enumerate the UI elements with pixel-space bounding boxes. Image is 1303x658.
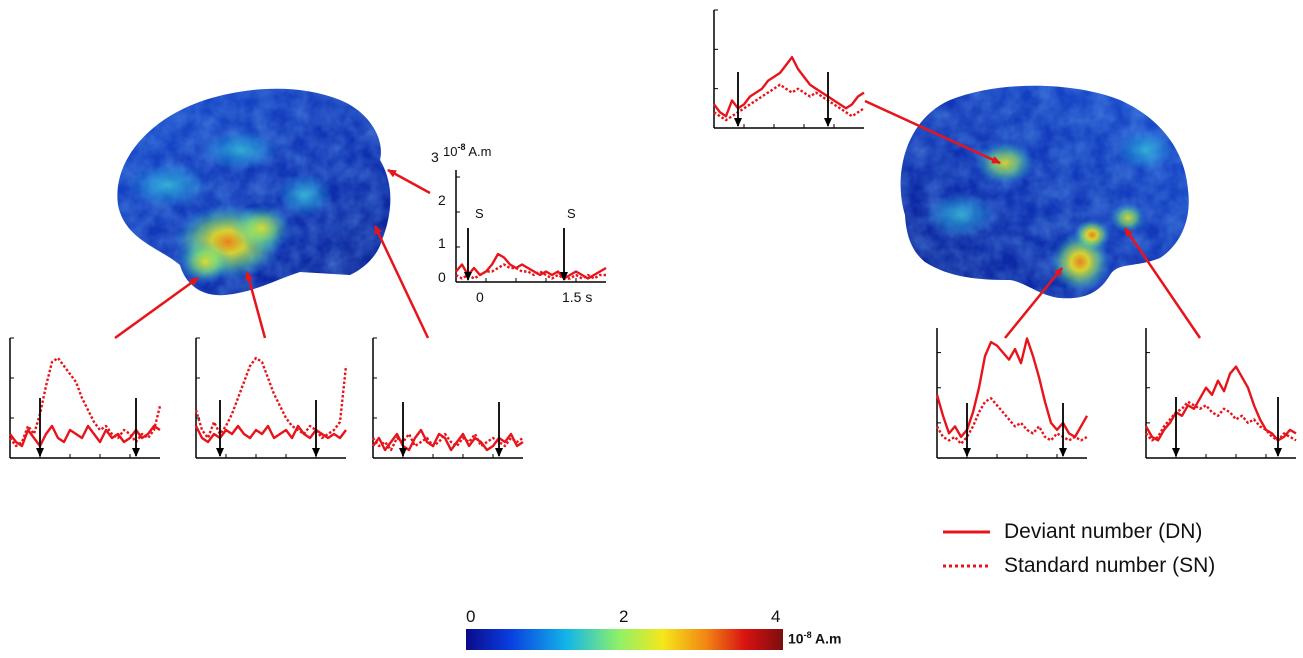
deviant-series-line (9, 424, 161, 448)
arrow-left-temporal-2 (245, 271, 267, 339)
legend-deviant-label: Deviant number (DN) (1004, 520, 1203, 543)
ytick-label-0: 0 (438, 269, 446, 285)
inset-right-temporal-2 (1144, 328, 1297, 459)
arrow-right-temporal-1 (1004, 267, 1063, 339)
arrow-right-parietal (864, 99, 1001, 165)
ytick-label-2: 2 (438, 192, 446, 208)
inset-left-temporal-1 (9, 337, 162, 459)
deviant-series-line (372, 428, 524, 452)
y-unit-prefix: 10 (443, 144, 457, 159)
deviant-series-line (1144, 365, 1297, 442)
example-inset-axis-text: 0 1 2 3 10-8 A.m 0 1.5 s S S (431, 142, 592, 305)
y-unit-exponent: -8 (457, 142, 465, 152)
colorbar-tick-2: 2 (619, 607, 629, 626)
legend-standard-label: Standard number (SN) (1004, 554, 1216, 577)
deviant-series-line (935, 337, 1089, 439)
deviant-series-line (194, 424, 347, 444)
arrow-left-occipital (373, 225, 430, 339)
colorbar (466, 629, 783, 650)
ytick-label-3: 3 (431, 149, 439, 165)
arrow-right-temporal-2 (1123, 227, 1202, 339)
standard-series-line (713, 83, 865, 122)
colorbar-unit-prefix: 10 (788, 630, 804, 647)
stim-label-1: S (567, 206, 576, 221)
standard-series-line (194, 356, 348, 440)
colorbar-gradient (466, 629, 783, 650)
arrow-left-posterior (387, 168, 431, 195)
stim-label-0: S (475, 206, 484, 221)
colorbar-unit-suffix: A.m (811, 630, 842, 647)
standard-series-line (372, 432, 524, 452)
legend-swatches (943, 530, 990, 568)
left-hemisphere-brain (117, 88, 391, 296)
inset-plots (9, 9, 1297, 459)
colorbar-tick-0: 0 (466, 607, 476, 626)
arrow-left-temporal-1 (114, 276, 199, 340)
colorbar-unit-exponent: -8 (803, 630, 812, 640)
inset-left-occipital (372, 337, 524, 459)
colorbar-tick-4: 4 (771, 607, 781, 626)
inset-left-posterior-inset (455, 170, 607, 283)
xtick-label-0: 0 (476, 289, 484, 305)
right-hemisphere-brain (900, 85, 1189, 299)
y-unit-suffix: A.m (465, 144, 491, 159)
inset-right-parietal (713, 9, 865, 129)
standard-series-line (1145, 400, 1297, 442)
xtick-label-1: 1.5 s (562, 289, 592, 305)
pointer-arrows (114, 99, 1202, 340)
colorbar-unit: 10-8 A.m (788, 630, 841, 647)
y-unit-label: 10-8 A.m (443, 142, 492, 159)
standard-series-line (935, 397, 1088, 446)
deviant-series-line (713, 56, 865, 118)
deviant-series-line (455, 252, 607, 280)
standard-series-line (455, 263, 606, 280)
inset-right-temporal-1 (935, 328, 1089, 459)
inset-left-temporal-2 (194, 337, 348, 459)
ytick-label-1: 1 (438, 235, 446, 251)
